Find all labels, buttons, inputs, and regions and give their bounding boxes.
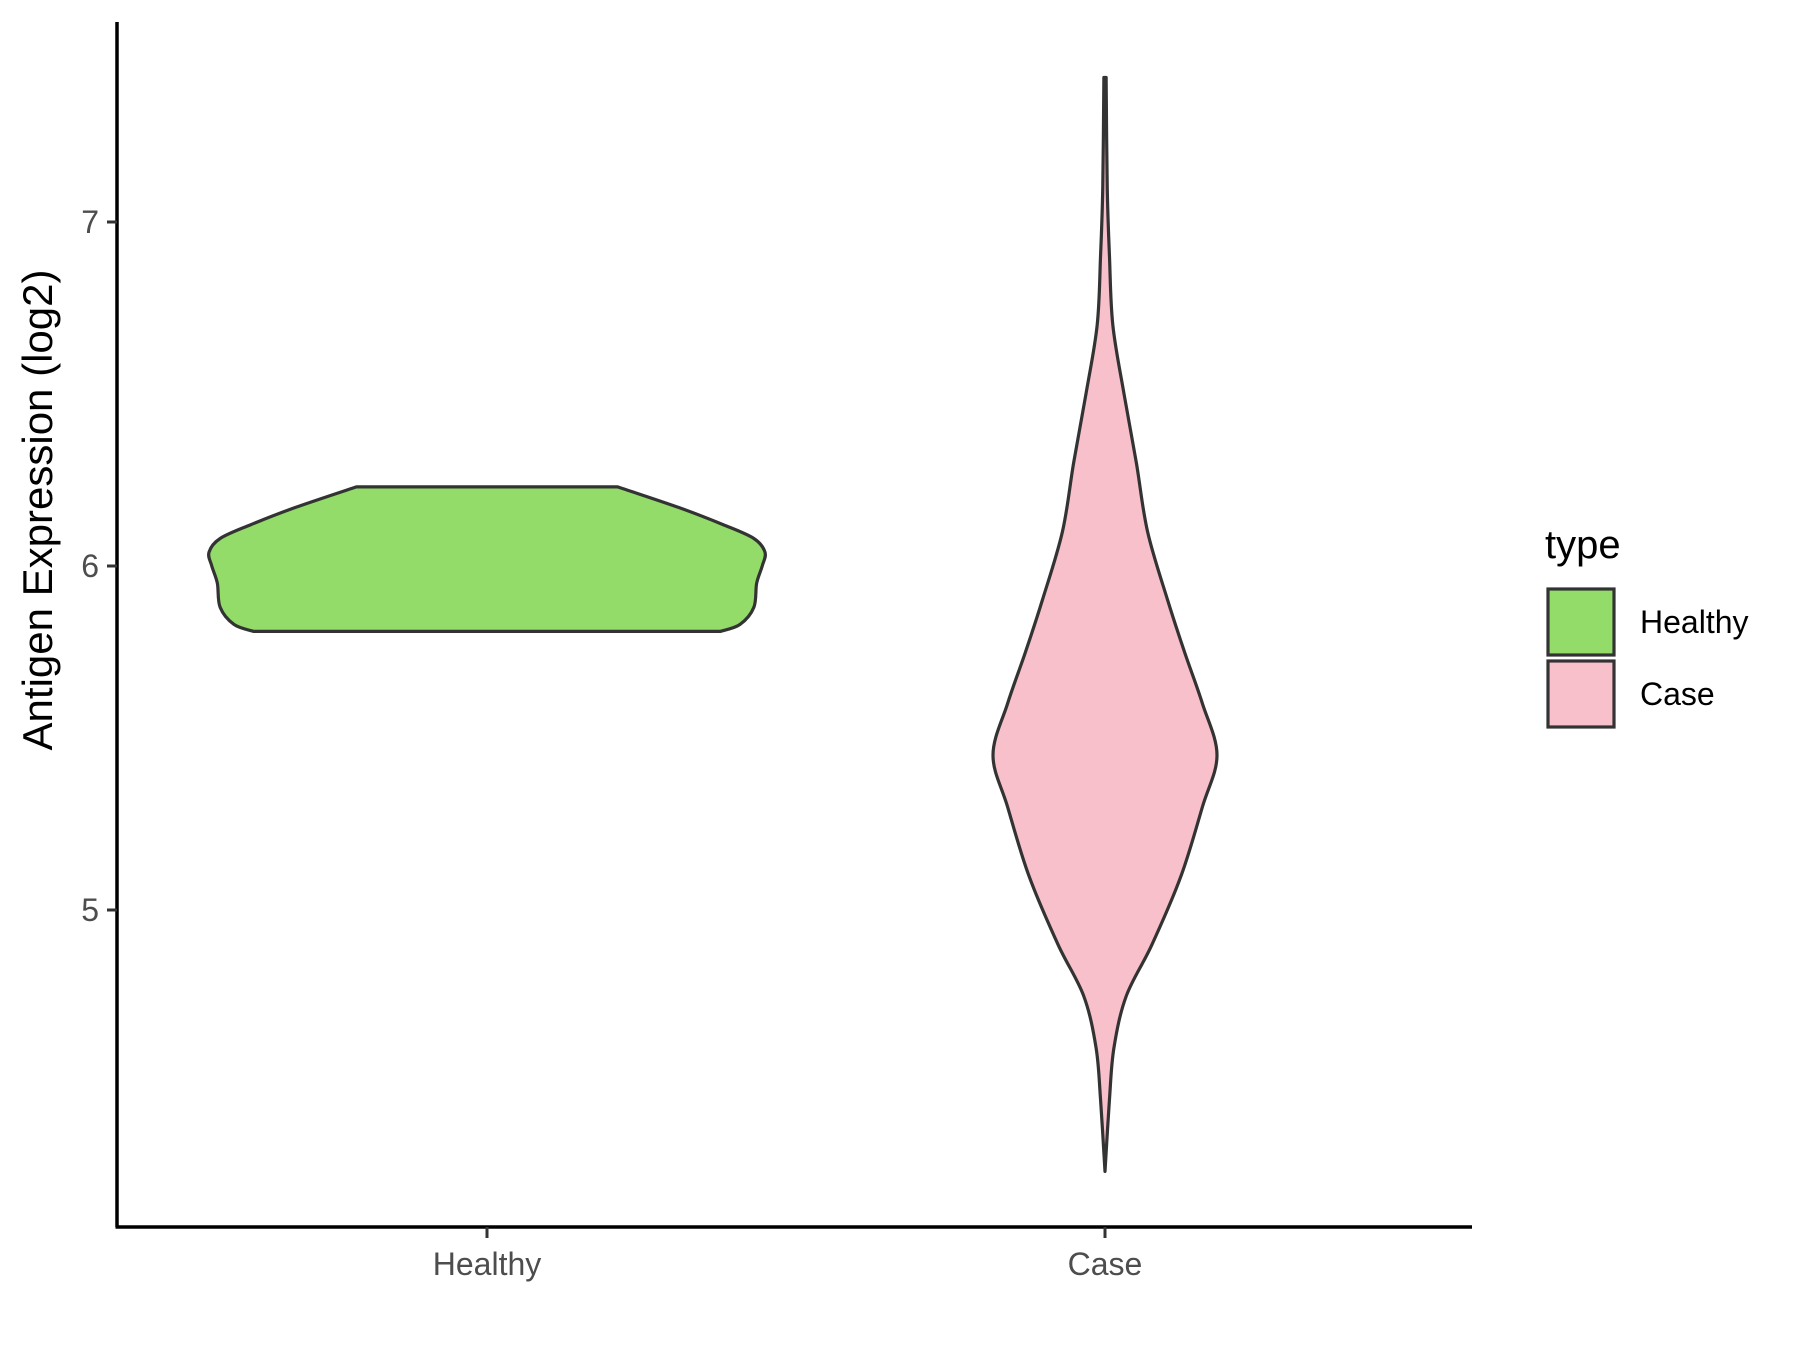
plot-area [207, 75, 1219, 1174]
legend-label-healthy: Healthy [1640, 604, 1749, 640]
legend: type Healthy Case [1545, 523, 1749, 729]
x-tick-label: Healthy [433, 1246, 542, 1282]
y-ticks: 5 6 7 [81, 204, 117, 928]
y-axis-title: Antigen Expression (log2) [14, 270, 61, 751]
violin-healthy [207, 485, 767, 633]
x-tick-label: Case [1068, 1246, 1143, 1282]
x-ticks: Healthy Case [433, 1227, 1143, 1282]
y-tick-label: 6 [81, 548, 99, 584]
legend-title: type [1545, 523, 1621, 567]
violin-case [991, 75, 1219, 1174]
legend-key-case [1546, 659, 1616, 729]
legend-label-case: Case [1640, 676, 1715, 712]
y-tick-label: 5 [81, 892, 99, 928]
y-tick-label: 7 [81, 204, 99, 240]
legend-key-healthy [1546, 587, 1616, 657]
